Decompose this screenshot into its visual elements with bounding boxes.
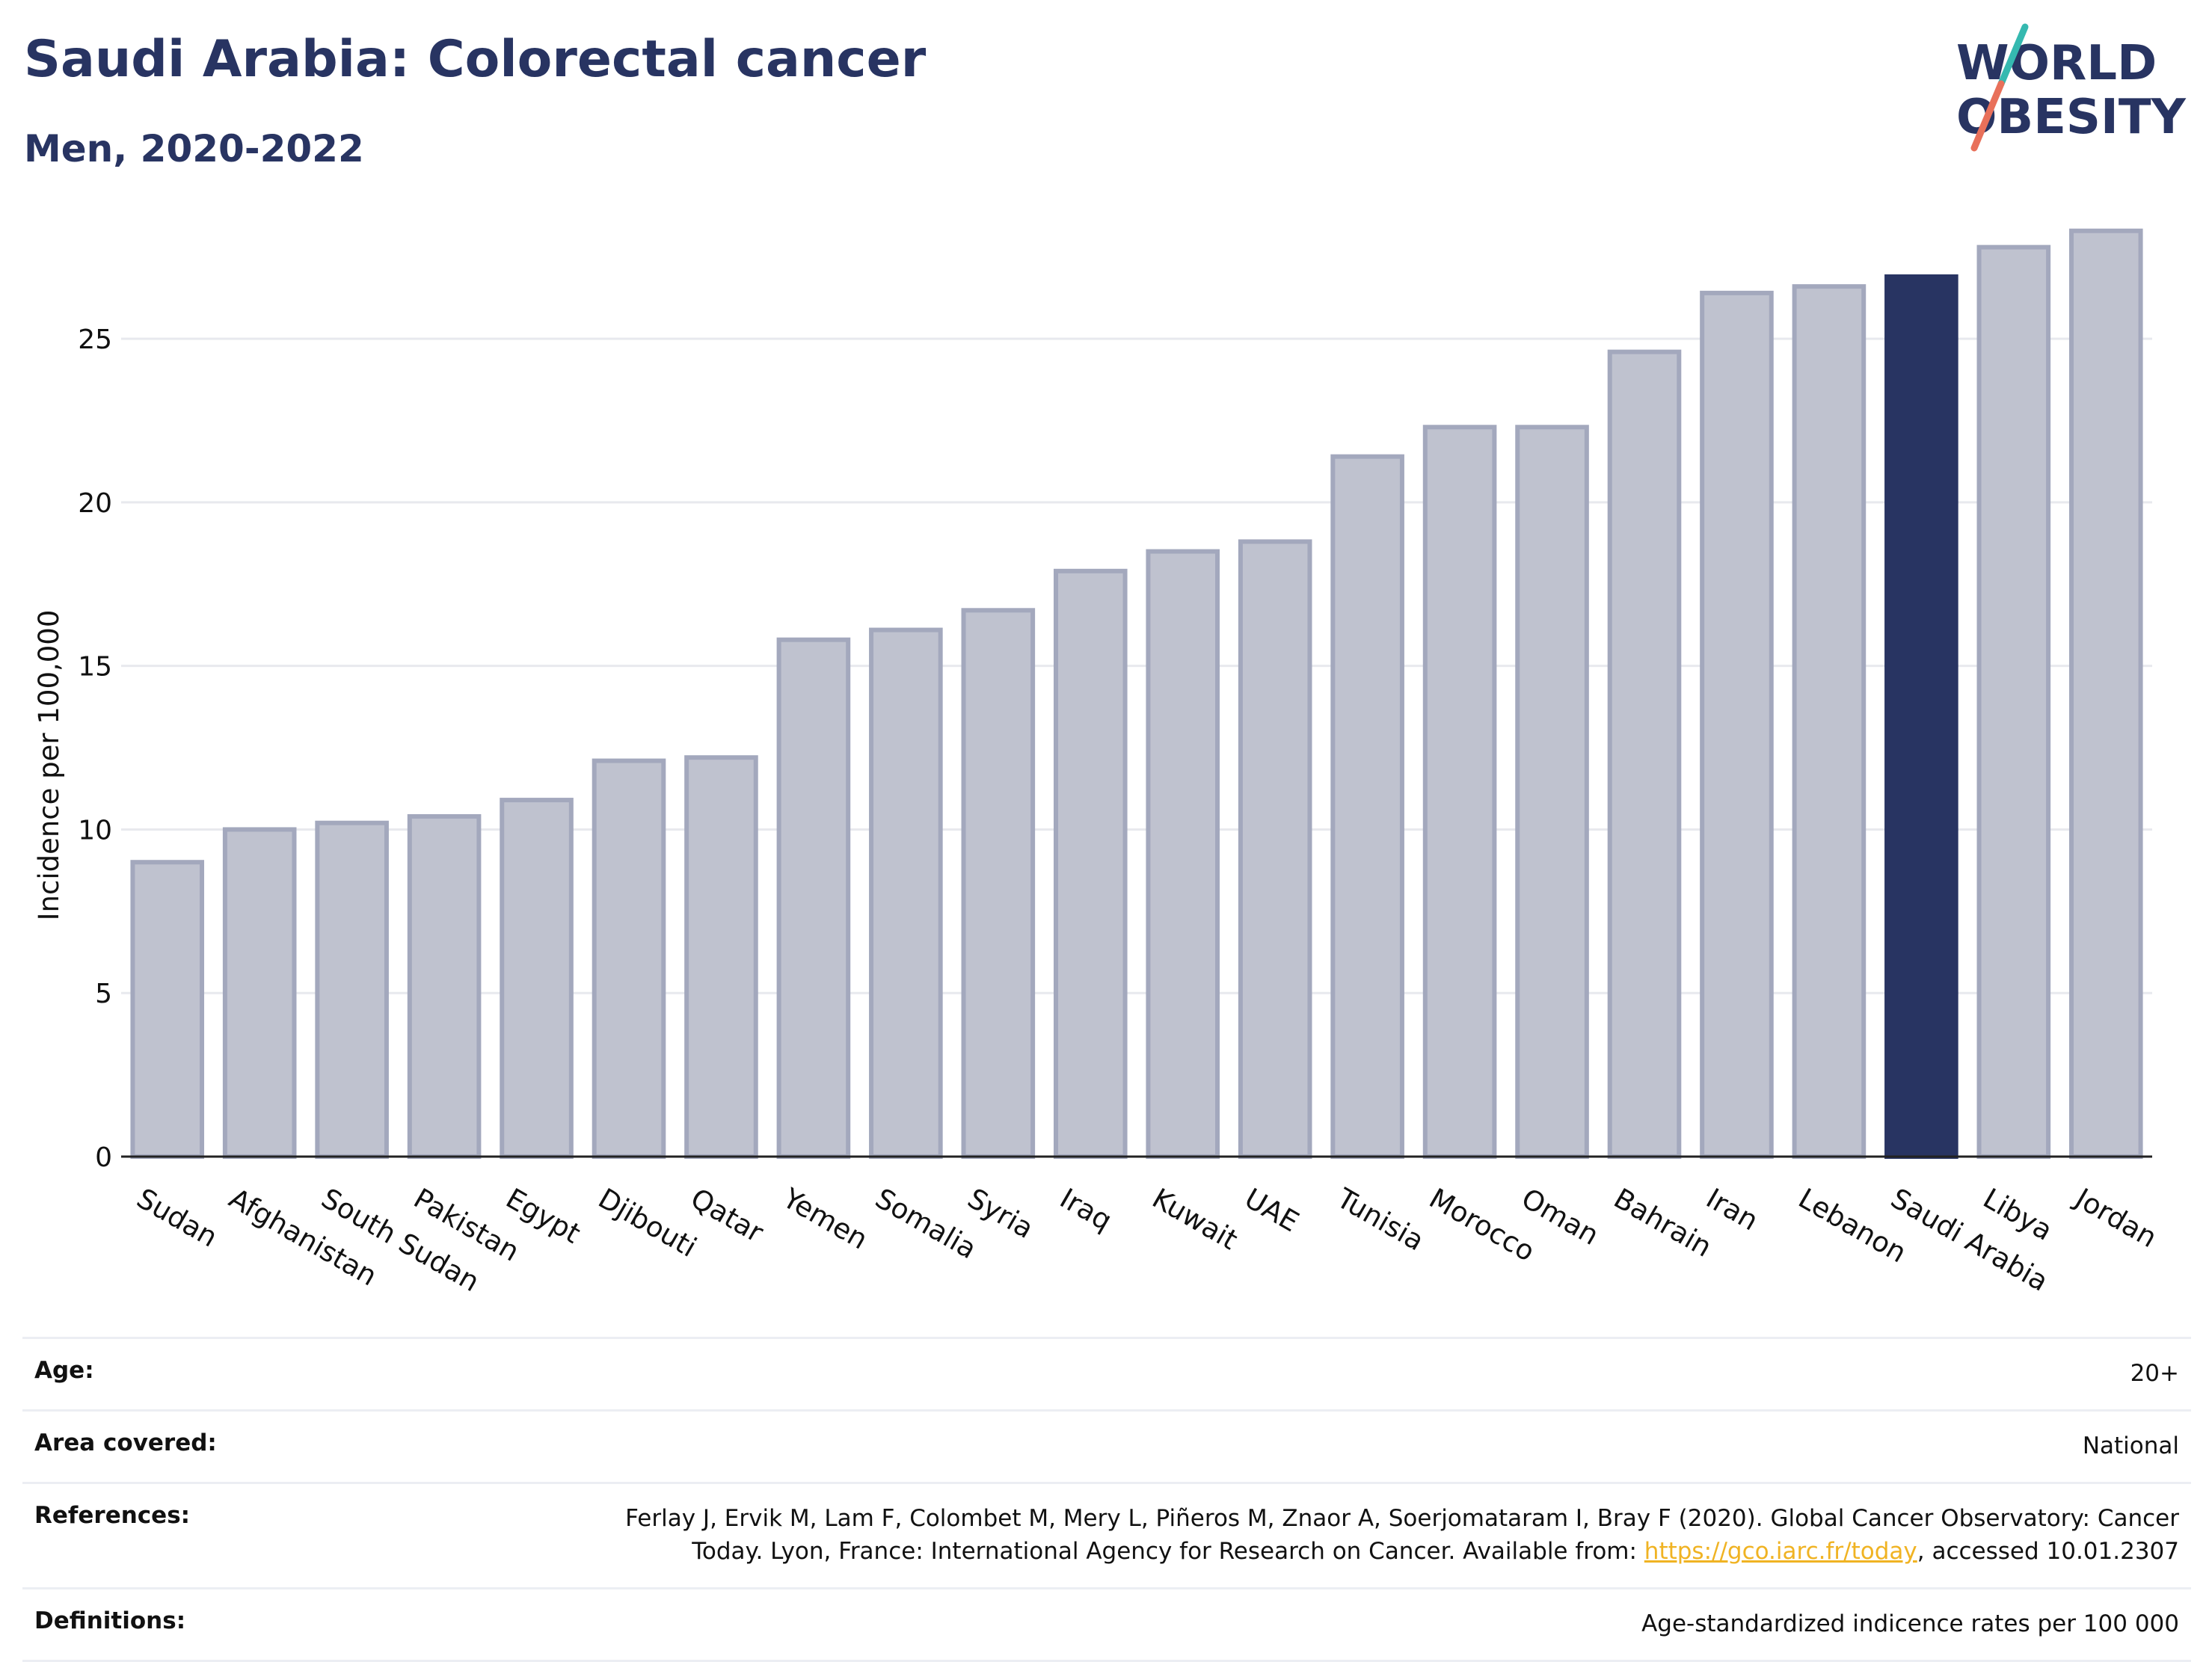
- bar-saudi-arabia: [1884, 274, 1958, 1160]
- references-text-line2: Today. Lyon, France: International Agenc…: [692, 1538, 1644, 1565]
- y-tick-label: 15: [78, 652, 112, 683]
- bar-syria: [961, 608, 1036, 1159]
- bar-iraq: [1053, 568, 1128, 1159]
- x-tick-label: UAE: [1239, 1182, 1304, 1238]
- x-tick-label: Iran: [1701, 1182, 1763, 1237]
- bar-bahrain: [1607, 349, 1682, 1160]
- definitions-value: Age-standardized indicence rates per 100…: [1641, 1610, 2179, 1637]
- bar-libya: [1976, 244, 2051, 1160]
- y-tick-label: 20: [78, 488, 112, 519]
- info-row-references: References: Ferlay J, Ervik M, Lam F, Co…: [22, 1482, 2191, 1587]
- y-tick-label: 5: [95, 979, 112, 1009]
- y-axis-title: Incidence per 100,000: [33, 610, 65, 921]
- references-value: Ferlay J, Ervik M, Lam F, Colombet M, Me…: [625, 1502, 2179, 1568]
- world-obesity-logo: WORLD OBESITY: [1956, 23, 2186, 152]
- x-tick-label: Jordan: [2068, 1181, 2162, 1254]
- x-tick-label: Yemen: [777, 1182, 873, 1256]
- x-tick-label: Iraq: [1054, 1182, 1117, 1237]
- definitions-label: Definitions:: [34, 1607, 186, 1634]
- age-value: 20+: [2130, 1360, 2179, 1387]
- x-tick-label: Morocco: [1424, 1182, 1540, 1268]
- bar-tunisia: [1330, 454, 1404, 1159]
- bars: [130, 228, 2143, 1160]
- logo-slash-teal: [1997, 23, 2029, 87]
- references-link[interactable]: https://gco.iarc.fr/today: [1644, 1538, 1917, 1565]
- chart-subtitle: Men, 2020-2022: [24, 127, 364, 170]
- bar-egypt: [500, 798, 574, 1159]
- bar-iran: [1700, 290, 1774, 1160]
- references-text-line1: Ferlay J, Ervik M, Lam F, Colombet M, Me…: [625, 1505, 2179, 1532]
- logo-text-world: WORLD: [1956, 36, 2157, 91]
- area-value: National: [2082, 1432, 2179, 1459]
- y-tick-label: 25: [78, 324, 112, 355]
- bar-kuwait: [1146, 549, 1220, 1159]
- chart-title: Saudi Arabia: Colorectal cancer: [24, 30, 927, 89]
- bar-sudan: [130, 860, 205, 1160]
- bar-qatar: [684, 755, 758, 1159]
- references-label: References:: [34, 1502, 191, 1529]
- y-tick-label: 10: [78, 815, 112, 846]
- logo-slash-coral: [1970, 80, 2005, 152]
- bar-morocco: [1422, 425, 1497, 1159]
- x-tick-label: Kuwait: [1147, 1182, 1244, 1256]
- info-table: Age: 20+ Area covered: National Referenc…: [22, 1337, 2191, 1662]
- bar-uae: [1238, 539, 1312, 1159]
- bar-afghanistan: [222, 827, 297, 1160]
- bar-yemen: [776, 637, 851, 1159]
- bar-oman: [1515, 425, 1589, 1159]
- x-tick-label: Djibouti: [593, 1182, 702, 1264]
- y-tick-label: 0: [95, 1142, 112, 1173]
- bar-south-sudan: [315, 820, 389, 1160]
- bar-djibouti: [592, 758, 666, 1159]
- x-tick-label: Somalia: [870, 1182, 982, 1265]
- area-label: Area covered:: [34, 1429, 217, 1456]
- bar-pakistan: [407, 813, 482, 1159]
- x-tick-label: Sudan: [132, 1182, 223, 1254]
- bar-somalia: [869, 627, 943, 1159]
- info-row-age: Age: 20+: [22, 1337, 2191, 1409]
- bar-jordan: [2068, 228, 2143, 1160]
- info-row-definitions: Definitions: Age-standardized indicence …: [22, 1587, 2191, 1662]
- info-row-area: Area covered: National: [22, 1409, 2191, 1482]
- age-label: Age:: [34, 1357, 94, 1384]
- bar-lebanon: [1792, 284, 1867, 1160]
- x-tick-label: Tunisia: [1331, 1182, 1430, 1258]
- references-text-accessed: , accessed 10.01.2307: [1917, 1538, 2179, 1565]
- x-tick-label: Bahrain: [1609, 1182, 1717, 1264]
